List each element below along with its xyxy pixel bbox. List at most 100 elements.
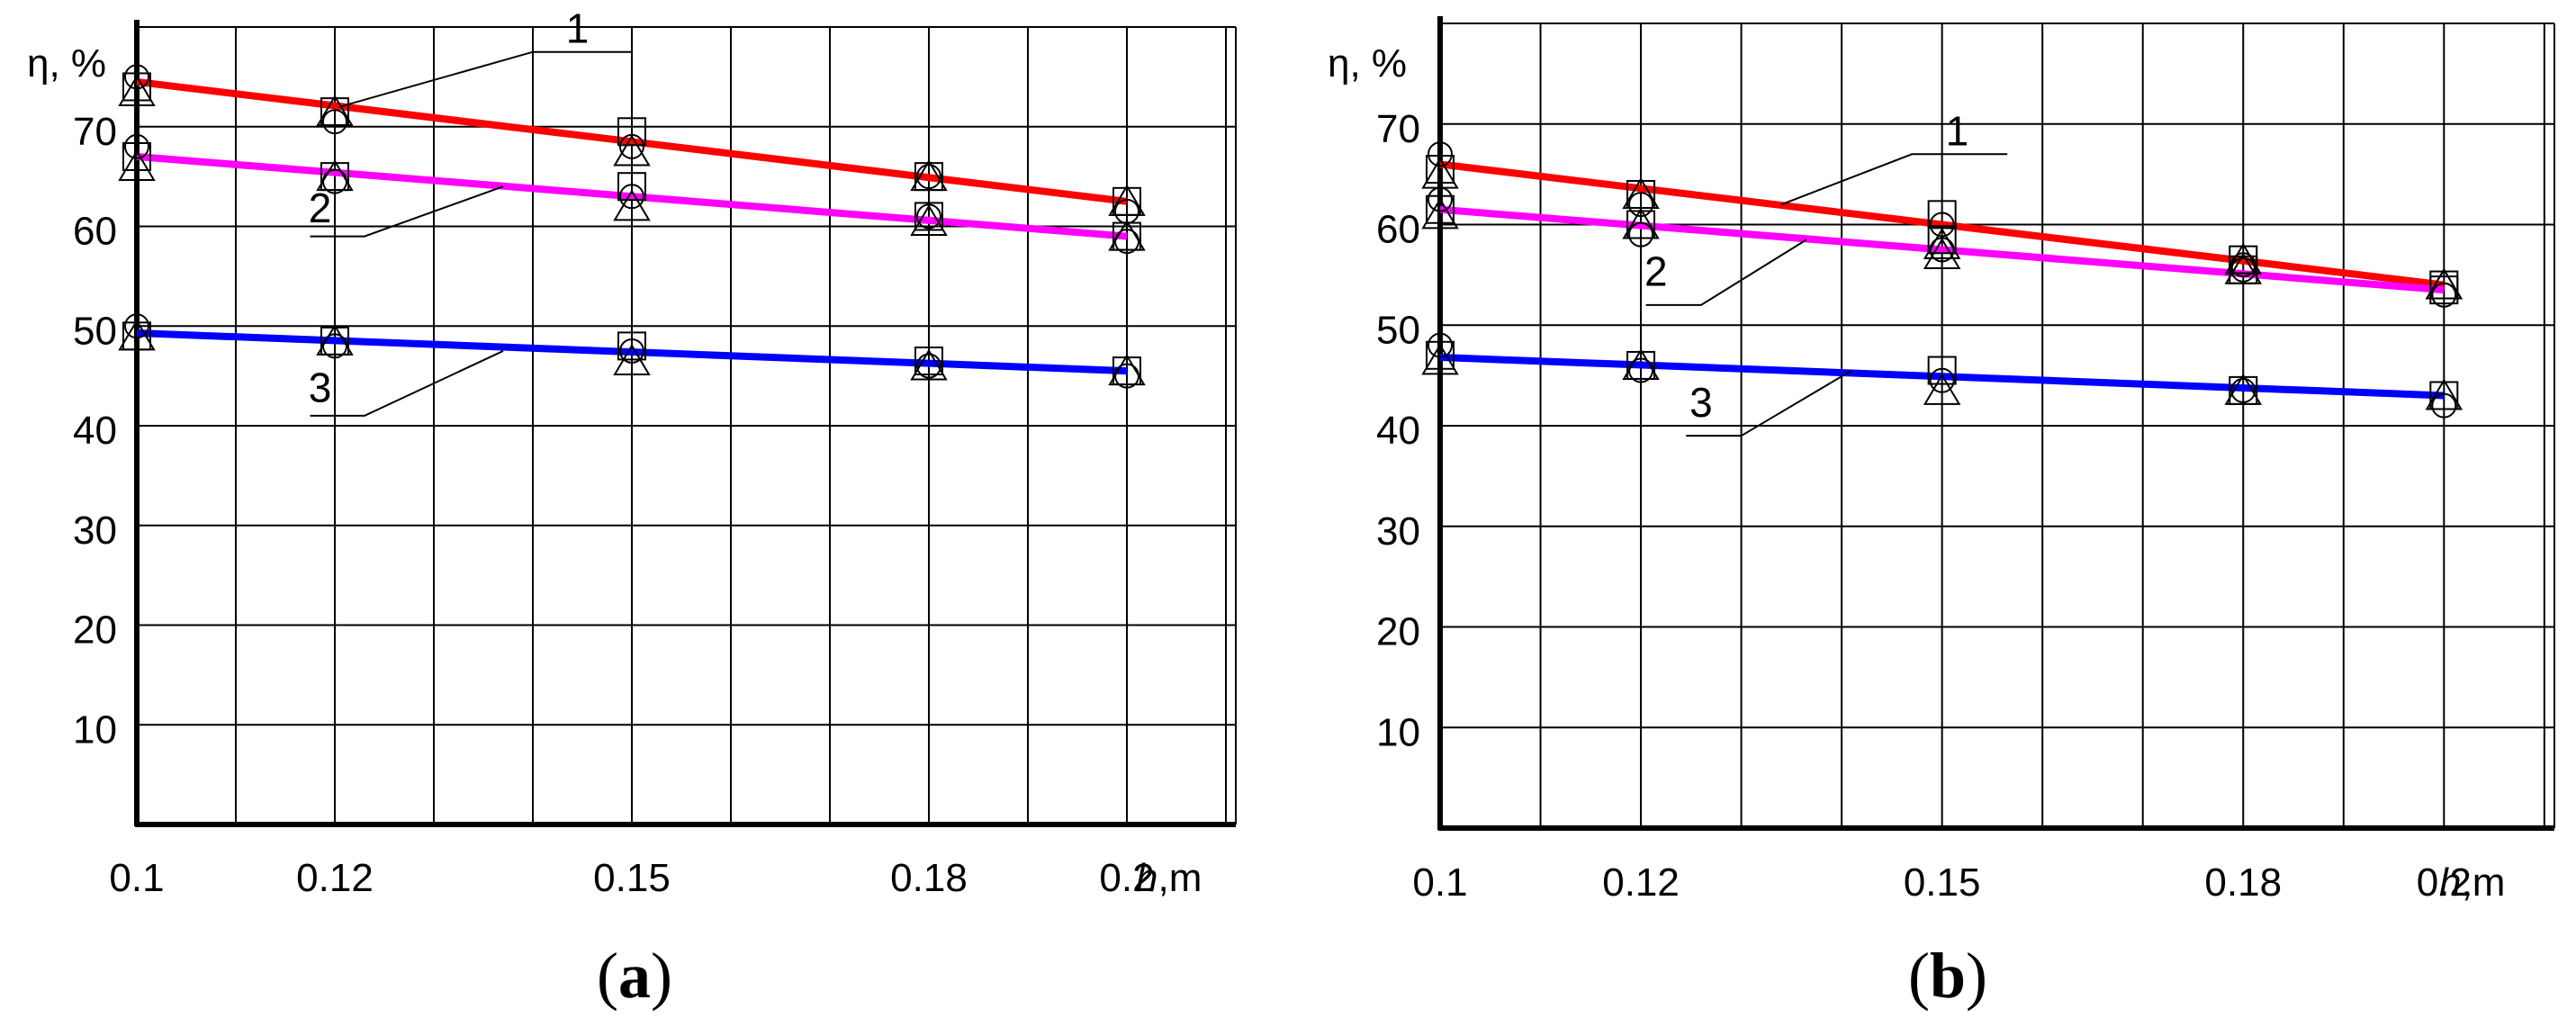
marker-circle [2431, 392, 2457, 419]
x-axis-label: h,m [1136, 856, 1202, 900]
marker-triangle [118, 319, 156, 351]
marker-square [122, 141, 151, 171]
marker-circle [619, 338, 644, 364]
y-axis-label: η, % [1328, 41, 1407, 86]
marker-circle [1428, 332, 1453, 358]
marker-triangle [1108, 219, 1146, 251]
x-tick-label: 0.18 [2204, 860, 2282, 905]
series-line-3 [136, 329, 1128, 375]
marker-triangle [613, 344, 651, 376]
y-tick-label: 30 [1376, 509, 1420, 554]
marker-square [122, 72, 151, 102]
marker-triangle [2224, 373, 2263, 405]
marker-triangle [1108, 354, 1146, 386]
marker-triangle [910, 159, 948, 192]
marker-circle [1428, 186, 1453, 212]
marker-square [617, 331, 646, 361]
marker-triangle [1923, 227, 1961, 259]
series-label-1: 1 [1946, 107, 1969, 154]
marker-circle [619, 184, 644, 210]
marker-circle [322, 109, 347, 135]
x-tick-label: 0.18 [890, 856, 968, 900]
marker-circle [916, 164, 941, 190]
callout-leader [1780, 153, 2008, 206]
marker-triangle [118, 149, 156, 182]
series-line-2 [1439, 205, 2445, 294]
y-axis-label: η, % [27, 41, 106, 86]
y-tick-label: 10 [73, 707, 117, 752]
marker-square [1426, 340, 1455, 370]
marker-triangle [1421, 343, 1459, 375]
y-tick-label: 40 [73, 409, 117, 453]
marker-circle [1628, 221, 1654, 248]
series-label-3: 3 [309, 364, 332, 410]
marker-triangle [1421, 197, 1459, 230]
y-tick-label: 10 [1376, 710, 1420, 754]
y-tick-label: 20 [73, 608, 117, 653]
marker-triangle [2224, 242, 2263, 275]
marker-square [1927, 356, 1957, 385]
marker-circle [916, 353, 941, 379]
marker-circle [124, 64, 149, 90]
marker-triangle [910, 348, 948, 381]
marker-triangle [613, 134, 651, 167]
x-tick-label: 0.2 [1099, 856, 1154, 900]
x-axis-label: h,m [2439, 860, 2505, 905]
x-tick-label: 0.15 [593, 856, 671, 900]
marker-circle [1929, 212, 1955, 238]
x-tick-label: 0.15 [1904, 860, 1981, 905]
marker-triangle [118, 75, 156, 106]
marker-square [617, 172, 646, 202]
marker-circle [2431, 282, 2457, 308]
marker-triangle [1108, 184, 1146, 216]
marker-triangle [2224, 252, 2263, 284]
series-label-2: 2 [1644, 248, 1668, 295]
marker-triangle [316, 95, 354, 127]
callout-leader [1686, 369, 1852, 437]
marker-triangle [613, 189, 651, 221]
marker-circle [1929, 367, 1955, 393]
y-tick-label: 70 [1376, 107, 1420, 151]
panel-label: (b) [1908, 940, 1987, 1012]
marker-triangle [316, 323, 354, 356]
marker-circle [2230, 257, 2256, 283]
x-tick-label: 0.1 [109, 856, 164, 900]
x-tick-label: 0.12 [296, 856, 374, 900]
marker-square [617, 117, 646, 147]
panel-b: 10 20 30 40 50 60 70 0.1 0.12 0.15 0.18 0.2 η, % h,m 1… [1328, 16, 2555, 1012]
callout-leader [310, 350, 504, 417]
marker-square [1927, 225, 1957, 255]
marker-square [1426, 155, 1455, 185]
x-tick-label: 0.2 [2417, 860, 2472, 905]
series-label-1: 1 [566, 5, 590, 52]
marker-triangle [1622, 207, 1660, 239]
series-label-3: 3 [1689, 379, 1713, 426]
marker-circle [124, 313, 149, 339]
marker-triangle [2425, 267, 2463, 300]
series-line-2 [136, 152, 1128, 240]
y-tick-label: 70 [73, 110, 117, 154]
y-tick-label: 50 [73, 309, 117, 353]
marker-triangle [1923, 238, 1961, 270]
series-label-2: 2 [309, 185, 332, 231]
y-tick-label: 20 [1376, 610, 1420, 654]
series-line-1 [136, 77, 1128, 205]
marker-circle [1428, 141, 1453, 167]
y-tick-label: 60 [1376, 208, 1420, 252]
panel-a: 10 20 30 40 50 60 70 0.1 0.12 0.15 0.18 0.2 η, % h,m 1… [27, 5, 1237, 1012]
marker-square [2429, 275, 2459, 305]
x-tick-label: 0.1 [1412, 860, 1467, 905]
callout-leader [339, 50, 632, 108]
marker-triangle [910, 204, 948, 236]
marker-square [914, 202, 943, 231]
marker-triangle [316, 159, 354, 192]
marker-square [1426, 194, 1455, 224]
marker-triangle [1622, 347, 1660, 380]
panel-label: (a) [597, 940, 672, 1012]
marker-circle [2230, 377, 2256, 403]
y-tick-label: 30 [73, 509, 117, 553]
marker-square [914, 347, 943, 376]
y-tick-label: 40 [1376, 409, 1420, 453]
marker-triangle [2425, 378, 2463, 410]
